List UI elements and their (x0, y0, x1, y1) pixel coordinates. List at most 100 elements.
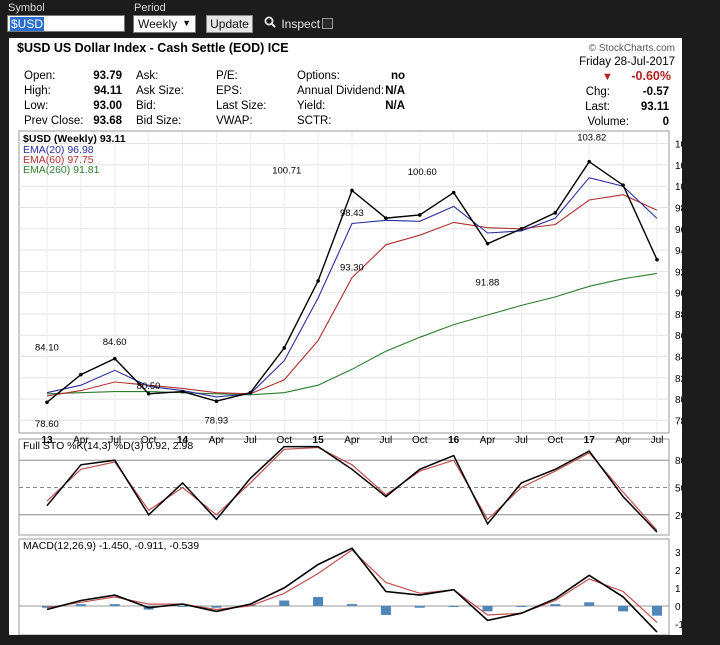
period-select[interactable]: Weekly ▼ (133, 15, 196, 33)
price-point (553, 211, 558, 215)
macd-histogram-bar (584, 602, 595, 606)
price-point (621, 183, 625, 187)
macd-histogram-bar (177, 605, 188, 607)
macd-histogram-bar (279, 600, 290, 606)
price-annotation-label: 103.82 (577, 133, 606, 144)
price-point (316, 279, 320, 283)
price-annotation-label: 100.71 (272, 166, 301, 177)
price-point (282, 346, 287, 350)
sto-y-tick-label: 20 (675, 511, 682, 522)
price-panel-title: $USD (Weekly) 93.11 (23, 133, 126, 145)
stat-vwap-label: VWAP: (216, 115, 253, 127)
macd-histogram-bar (482, 605, 493, 612)
stat-open-value: 93.79 (93, 70, 122, 82)
stat-high-value: 94.11 (94, 85, 123, 97)
price-point (146, 391, 151, 396)
inspect-toggle[interactable]: Inspect (264, 15, 334, 33)
stat-lastsize-label: Last Size: (216, 100, 267, 112)
price-point (79, 372, 83, 377)
price-y-tick-label: 94 (675, 246, 682, 257)
x-tick-label: Apr (209, 435, 225, 446)
macd-signal-line (46, 549, 658, 623)
price-point (587, 159, 592, 164)
sto-d-line (46, 446, 658, 531)
stat-prevclose-value: 93.68 (93, 115, 122, 127)
macd-y-tick-label: 2 (675, 566, 681, 577)
price-point (451, 190, 456, 195)
x-tick-label: 15 (313, 435, 325, 446)
x-tick-label: 14 (177, 435, 189, 446)
last-value: 93.11 (641, 101, 670, 113)
x-tick-label: 17 (584, 435, 596, 446)
symbol-input[interactable]: $USD (7, 15, 125, 32)
x-tick-label: 13 (41, 435, 53, 446)
price-y-tick-label: 82 (675, 374, 682, 385)
macd-histogram-bar (347, 604, 357, 606)
x-tick-label: Oct (276, 435, 292, 446)
price-point (45, 400, 49, 405)
macd-y-tick-label: 3 (675, 548, 681, 559)
stat-options-label: Options: (297, 70, 340, 82)
legend-ema20: EMA(20) 96.98 (23, 144, 94, 156)
chart-title: $USD US Dollar Index - Cash Settle (EOD)… (17, 41, 289, 55)
macd-histogram-bar (42, 605, 52, 608)
legend-ema60: EMA(60) 97.75 (23, 154, 94, 166)
toolbar: Symbol $USD Period Weekly ▼ Update Inspe… (0, 0, 720, 38)
macd-histogram-bar (245, 604, 256, 606)
update-button[interactable]: Update (206, 15, 253, 33)
copyright-text: © StockCharts.com (589, 43, 675, 54)
macd-histogram-bar (516, 605, 527, 607)
macd-line (46, 547, 658, 633)
period-select-value: Weekly (138, 17, 178, 31)
change-percent: -0.60% (631, 69, 671, 83)
sto-y-tick-label: 50 (675, 484, 682, 495)
stat-low-value: 93.00 (93, 100, 122, 112)
macd-histogram-bar (618, 605, 629, 612)
macd-panel-title: MACD(12,26,9) -1.450, -0.911, -0.539 (23, 540, 199, 552)
price-point (248, 390, 253, 395)
chg-label: Chg: (586, 86, 610, 98)
volume-value: 0 (663, 116, 669, 128)
price-y-tick-label: 88 (675, 310, 682, 321)
inspect-label: Inspect (281, 17, 321, 31)
stat-sctr-label: SCTR: (297, 115, 332, 127)
ema60-line (46, 194, 658, 397)
x-tick-label: Oct (412, 435, 428, 446)
x-tick-label: Apr (615, 435, 631, 446)
volume-label: Volume: (587, 116, 629, 128)
magnifier-icon (264, 15, 278, 33)
chart-svg: $USD US Dollar Index - Cash Settle (EOD)… (17, 41, 692, 636)
x-tick-label: 16 (448, 435, 460, 446)
inspect-checkbox[interactable] (322, 18, 334, 29)
stat-bidsize-label: Bid Size: (136, 115, 181, 127)
macd-histogram-bar (448, 605, 459, 607)
macd-y-tick-label: 1 (675, 584, 681, 595)
price-y-tick-label: 100 (675, 182, 682, 193)
macd-histogram-bar (109, 604, 120, 606)
symbol-input-value: $USD (10, 17, 45, 31)
sto-panel-title: Full STO %K(14,3) %D(3) 0.92, 2.98 (23, 440, 193, 452)
price-point (214, 399, 219, 404)
stat-bid-label: Bid: (136, 100, 156, 112)
price-annotation-label: 91.88 (476, 278, 500, 289)
down-triangle-icon: ▼ (602, 71, 613, 83)
price-annotation-label: 98.43 (340, 208, 364, 219)
chevron-down-icon: ▼ (182, 18, 191, 28)
legend-ema260: EMA(260) 91.81 (23, 164, 100, 176)
price-panel-frame (18, 130, 670, 434)
price-point (180, 389, 185, 394)
sto-k-line (46, 445, 658, 533)
price-annotation-label: 80.50 (137, 381, 161, 392)
macd-histogram-bar (75, 604, 86, 606)
stat-high-label: High: (24, 85, 51, 97)
price-annotation-label: 78.93 (204, 415, 228, 426)
price-y-tick-label: 104 (675, 140, 682, 151)
price-y-tick-label: 96 (675, 225, 682, 236)
ema260-line (46, 272, 658, 396)
x-tick-label: Apr (480, 435, 496, 446)
price-y-tick-label: 98 (675, 204, 682, 215)
x-tick-label: Oct (548, 435, 564, 446)
x-tick-label: Oct (141, 435, 157, 446)
stat-open-label: Open: (24, 70, 55, 82)
price-point (519, 226, 524, 231)
